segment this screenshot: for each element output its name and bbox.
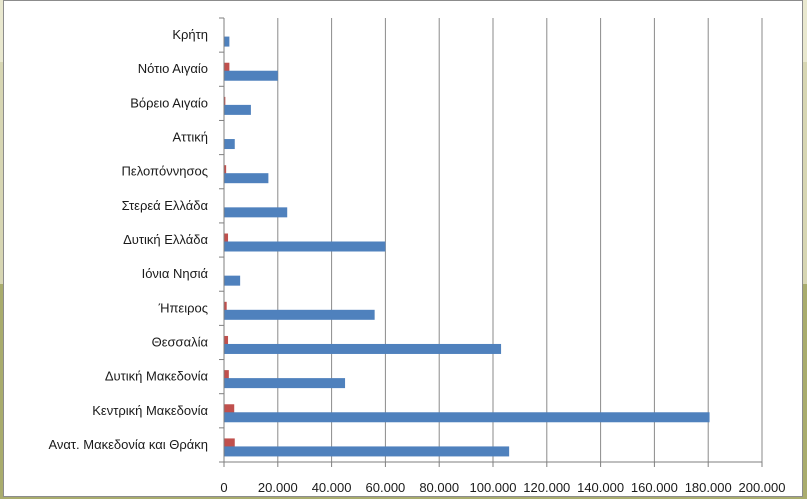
x-tick-label: 100.000 [470,480,517,495]
x-tick-label: 0 [220,480,227,495]
x-tick-label: 140.000 [577,480,624,495]
bar-series-1 [224,343,502,354]
category-labels: Κρήτη Νότιο Αιγαίο Βόρειο Αιγαίο Αττική Πελο… [48,27,208,452]
bar-series-2 [224,438,235,448]
bar-series-1 [224,70,278,81]
category-label: Ήπειρος [158,300,208,315]
category-label: Στερεά Ελλάδα [122,198,209,213]
x-tick-label: 180.000 [685,480,732,495]
bar-series-1 [224,36,230,47]
category-label: Ανατ. Μακεδονία και Θράκη [48,437,208,452]
bar-series-1 [224,446,510,457]
gridlines [277,18,763,462]
x-tick-label: 80.000 [419,480,459,495]
bar-series-2 [224,165,227,175]
x-tick-label: 200.000 [739,480,786,495]
category-label: Βόρειο Αιγαίο [130,95,208,110]
x-tick-label: 20.000 [258,480,298,495]
bar-series-2 [224,404,235,414]
x-tick-label: 40.000 [312,480,352,495]
bar-series-2 [224,62,230,72]
bar-series-2 [224,96,226,106]
category-label: Δυτική Μακεδονία [105,369,209,384]
x-tick-label: 120.000 [523,480,570,495]
bar-series-1 [224,309,375,320]
x-tick-labels: 0 20.000 40.000 60.000 80.000 100.000 120.000 1… [220,480,785,495]
category-label: Κρήτη [172,27,208,42]
category-label: Ιόνια Νησιά [142,266,209,281]
bar-series-1 [224,173,269,184]
x-tick-label: 60.000 [366,480,406,495]
bar-series-1 [224,139,235,150]
category-label: Θεσσαλία [152,334,209,349]
category-label: Κεντρική Μακεδονία [92,403,208,418]
bar-series-1 [224,104,251,115]
x-tick-label: 160.000 [631,480,678,495]
bar-series-2 [224,233,229,243]
bar-series-1 [224,412,710,423]
category-label: Δυτική Ελλάδα [123,232,208,247]
bar-series-1 [224,275,241,286]
bar-series-2 [224,370,229,380]
bar-series-1 [224,241,386,252]
bar-series-2 [224,301,227,311]
bar-series-1 [224,207,288,218]
bar-series-1 [224,378,346,389]
axes [219,17,763,467]
bars [224,36,710,457]
bar-series-2 [224,335,229,345]
category-label: Νότιο Αιγαίο [138,61,208,76]
category-label: Πελοπόννησος [122,164,208,179]
category-label: Αττική [172,130,208,145]
